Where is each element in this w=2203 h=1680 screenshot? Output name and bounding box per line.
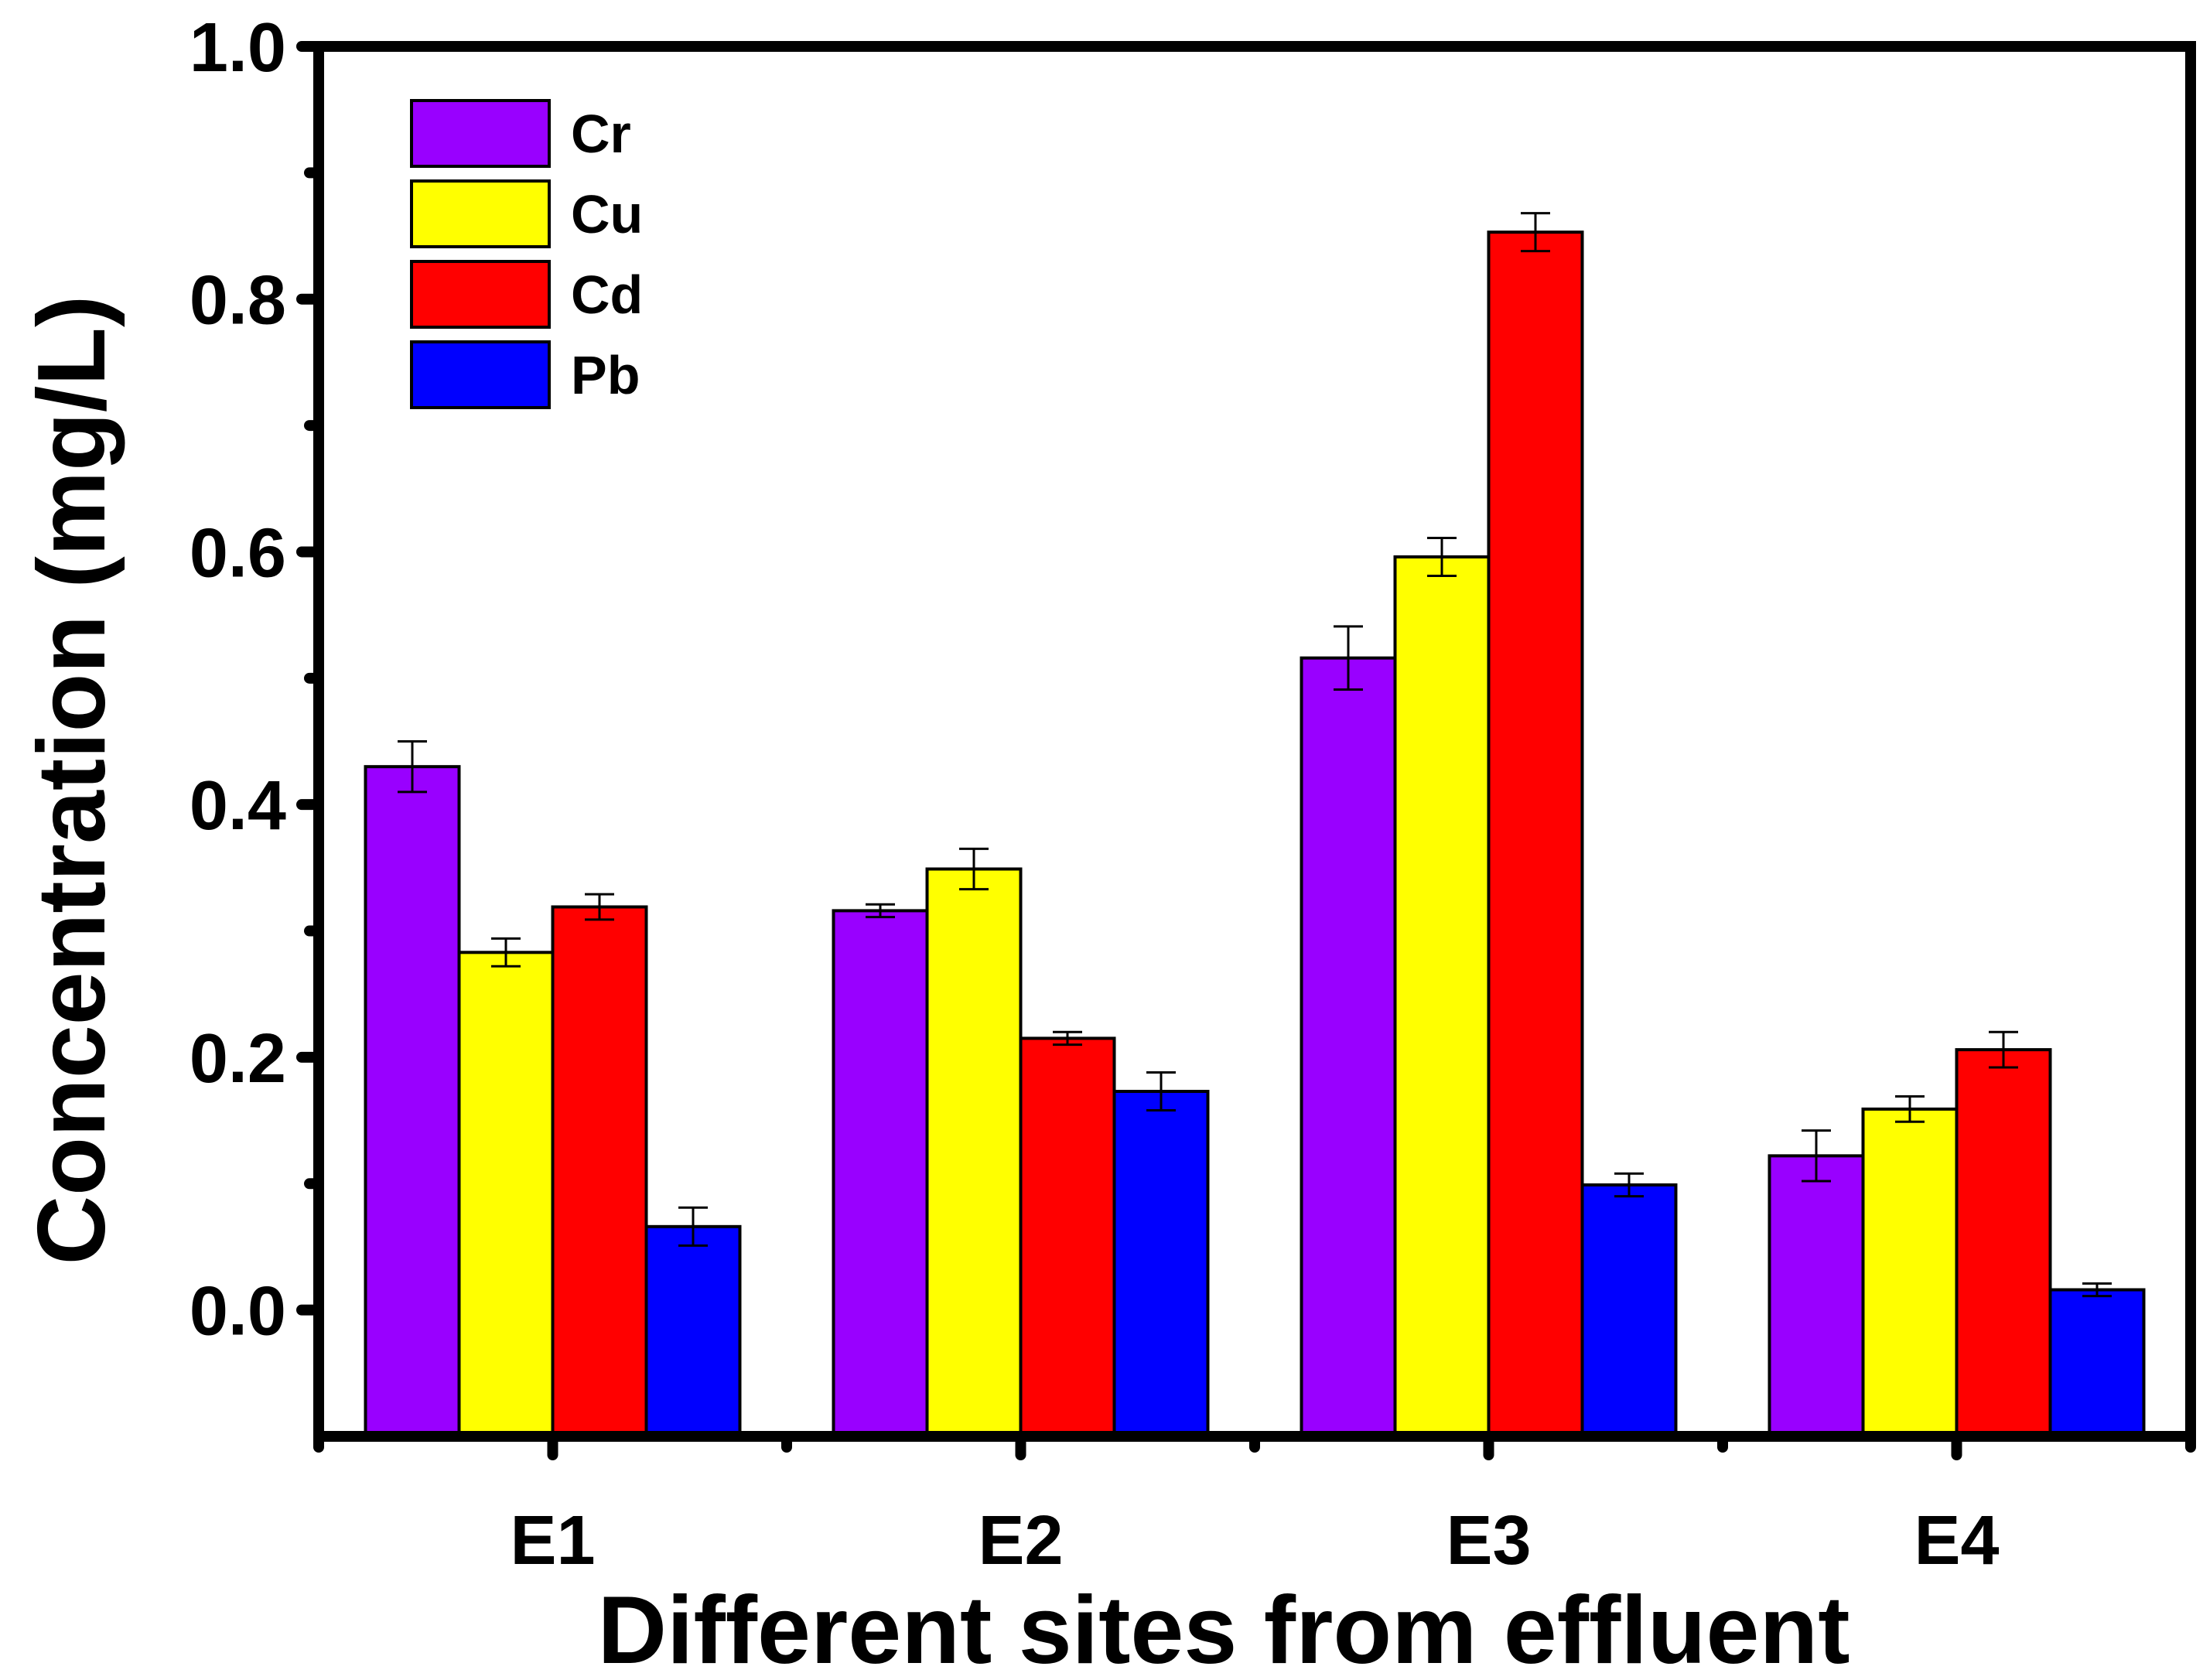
bar-cd-e2: [1019, 1036, 1116, 1438]
legend: Cr Cu Cd Pb: [410, 99, 643, 409]
bar-cr-e1: [364, 765, 461, 1438]
bar-cr-e2: [832, 909, 929, 1438]
x-axis-title: Different sites from effluent: [597, 1577, 1849, 1680]
ticks-layer: [296, 41, 2196, 1460]
legend-swatch-pb: [410, 340, 551, 409]
error-bar-pb-e1: [678, 1206, 708, 1247]
bar-cd-e4: [1955, 1048, 2052, 1439]
legend-swatch-cd: [410, 260, 551, 329]
legend-swatch-cr: [410, 99, 551, 168]
error-bar-cd-e1: [585, 893, 614, 921]
x-tick-label-e4: E4: [1914, 1502, 1999, 1579]
bar-pb-e3: [1580, 1183, 1678, 1438]
y-tick-label: 0.4: [190, 767, 286, 845]
error-bar-cr-e3: [1334, 625, 1363, 691]
bar-cu-e4: [1861, 1107, 1959, 1438]
error-bars-layer: [398, 212, 2112, 1298]
bar-pb-e4: [2048, 1288, 2146, 1438]
x-tick-label-e2: E2: [978, 1502, 1063, 1579]
bar-cr-e3: [1300, 656, 1397, 1438]
y-axis-title: Concentration (mg/L): [19, 295, 125, 1265]
error-bar-cr-e4: [1802, 1129, 1831, 1183]
y-tick-label: 0.6: [190, 514, 286, 592]
error-bar-cu-e1: [491, 937, 521, 968]
bar-cd-e1: [551, 905, 648, 1438]
bar-cu-e2: [925, 867, 1023, 1439]
error-bar-pb-e2: [1146, 1071, 1176, 1112]
legend-label-pb: Pb: [571, 345, 640, 405]
x-tick-label-e3: E3: [1446, 1502, 1531, 1579]
y-tick-label: 1.0: [190, 9, 286, 87]
error-bar-pb-e4: [2082, 1282, 2112, 1298]
y-tick-label: 0.0: [190, 1273, 286, 1350]
error-bar-cd-e2: [1053, 1030, 1082, 1047]
error-bar-cr-e1: [398, 740, 427, 794]
tick-labels-layer: 0.0 0.2 0.4 0.6 0.8 1.0 E1 E2 E3 E4: [190, 9, 2000, 1579]
x-tick-label-e1: E1: [510, 1502, 595, 1579]
y-tick-label: 0.2: [190, 1020, 286, 1098]
error-bar-cu-e2: [959, 847, 989, 891]
legend-label-cr: Cr: [571, 104, 631, 164]
y-tick-label: 0.8: [190, 262, 286, 340]
bars-layer: [364, 230, 2146, 1439]
error-bar-cu-e4: [1895, 1095, 1925, 1123]
bar-cu-e1: [457, 951, 555, 1438]
legend-swatch-cu: [410, 179, 551, 248]
bar-cd-e3: [1487, 230, 1584, 1438]
error-bar-pb-e3: [1614, 1172, 1644, 1198]
bar-pb-e1: [644, 1224, 742, 1439]
error-bar-cu-e3: [1427, 536, 1457, 577]
error-bar-cd-e3: [1521, 212, 1550, 253]
error-bar-cr-e2: [866, 903, 895, 919]
error-bar-cd-e4: [1989, 1030, 2018, 1069]
bar-pb-e2: [1112, 1090, 1210, 1438]
legend-label-cd: Cd: [571, 265, 643, 325]
legend-label-cu: Cu: [571, 184, 643, 244]
bar-cu-e3: [1393, 555, 1491, 1438]
bar-cr-e4: [1768, 1154, 1865, 1439]
